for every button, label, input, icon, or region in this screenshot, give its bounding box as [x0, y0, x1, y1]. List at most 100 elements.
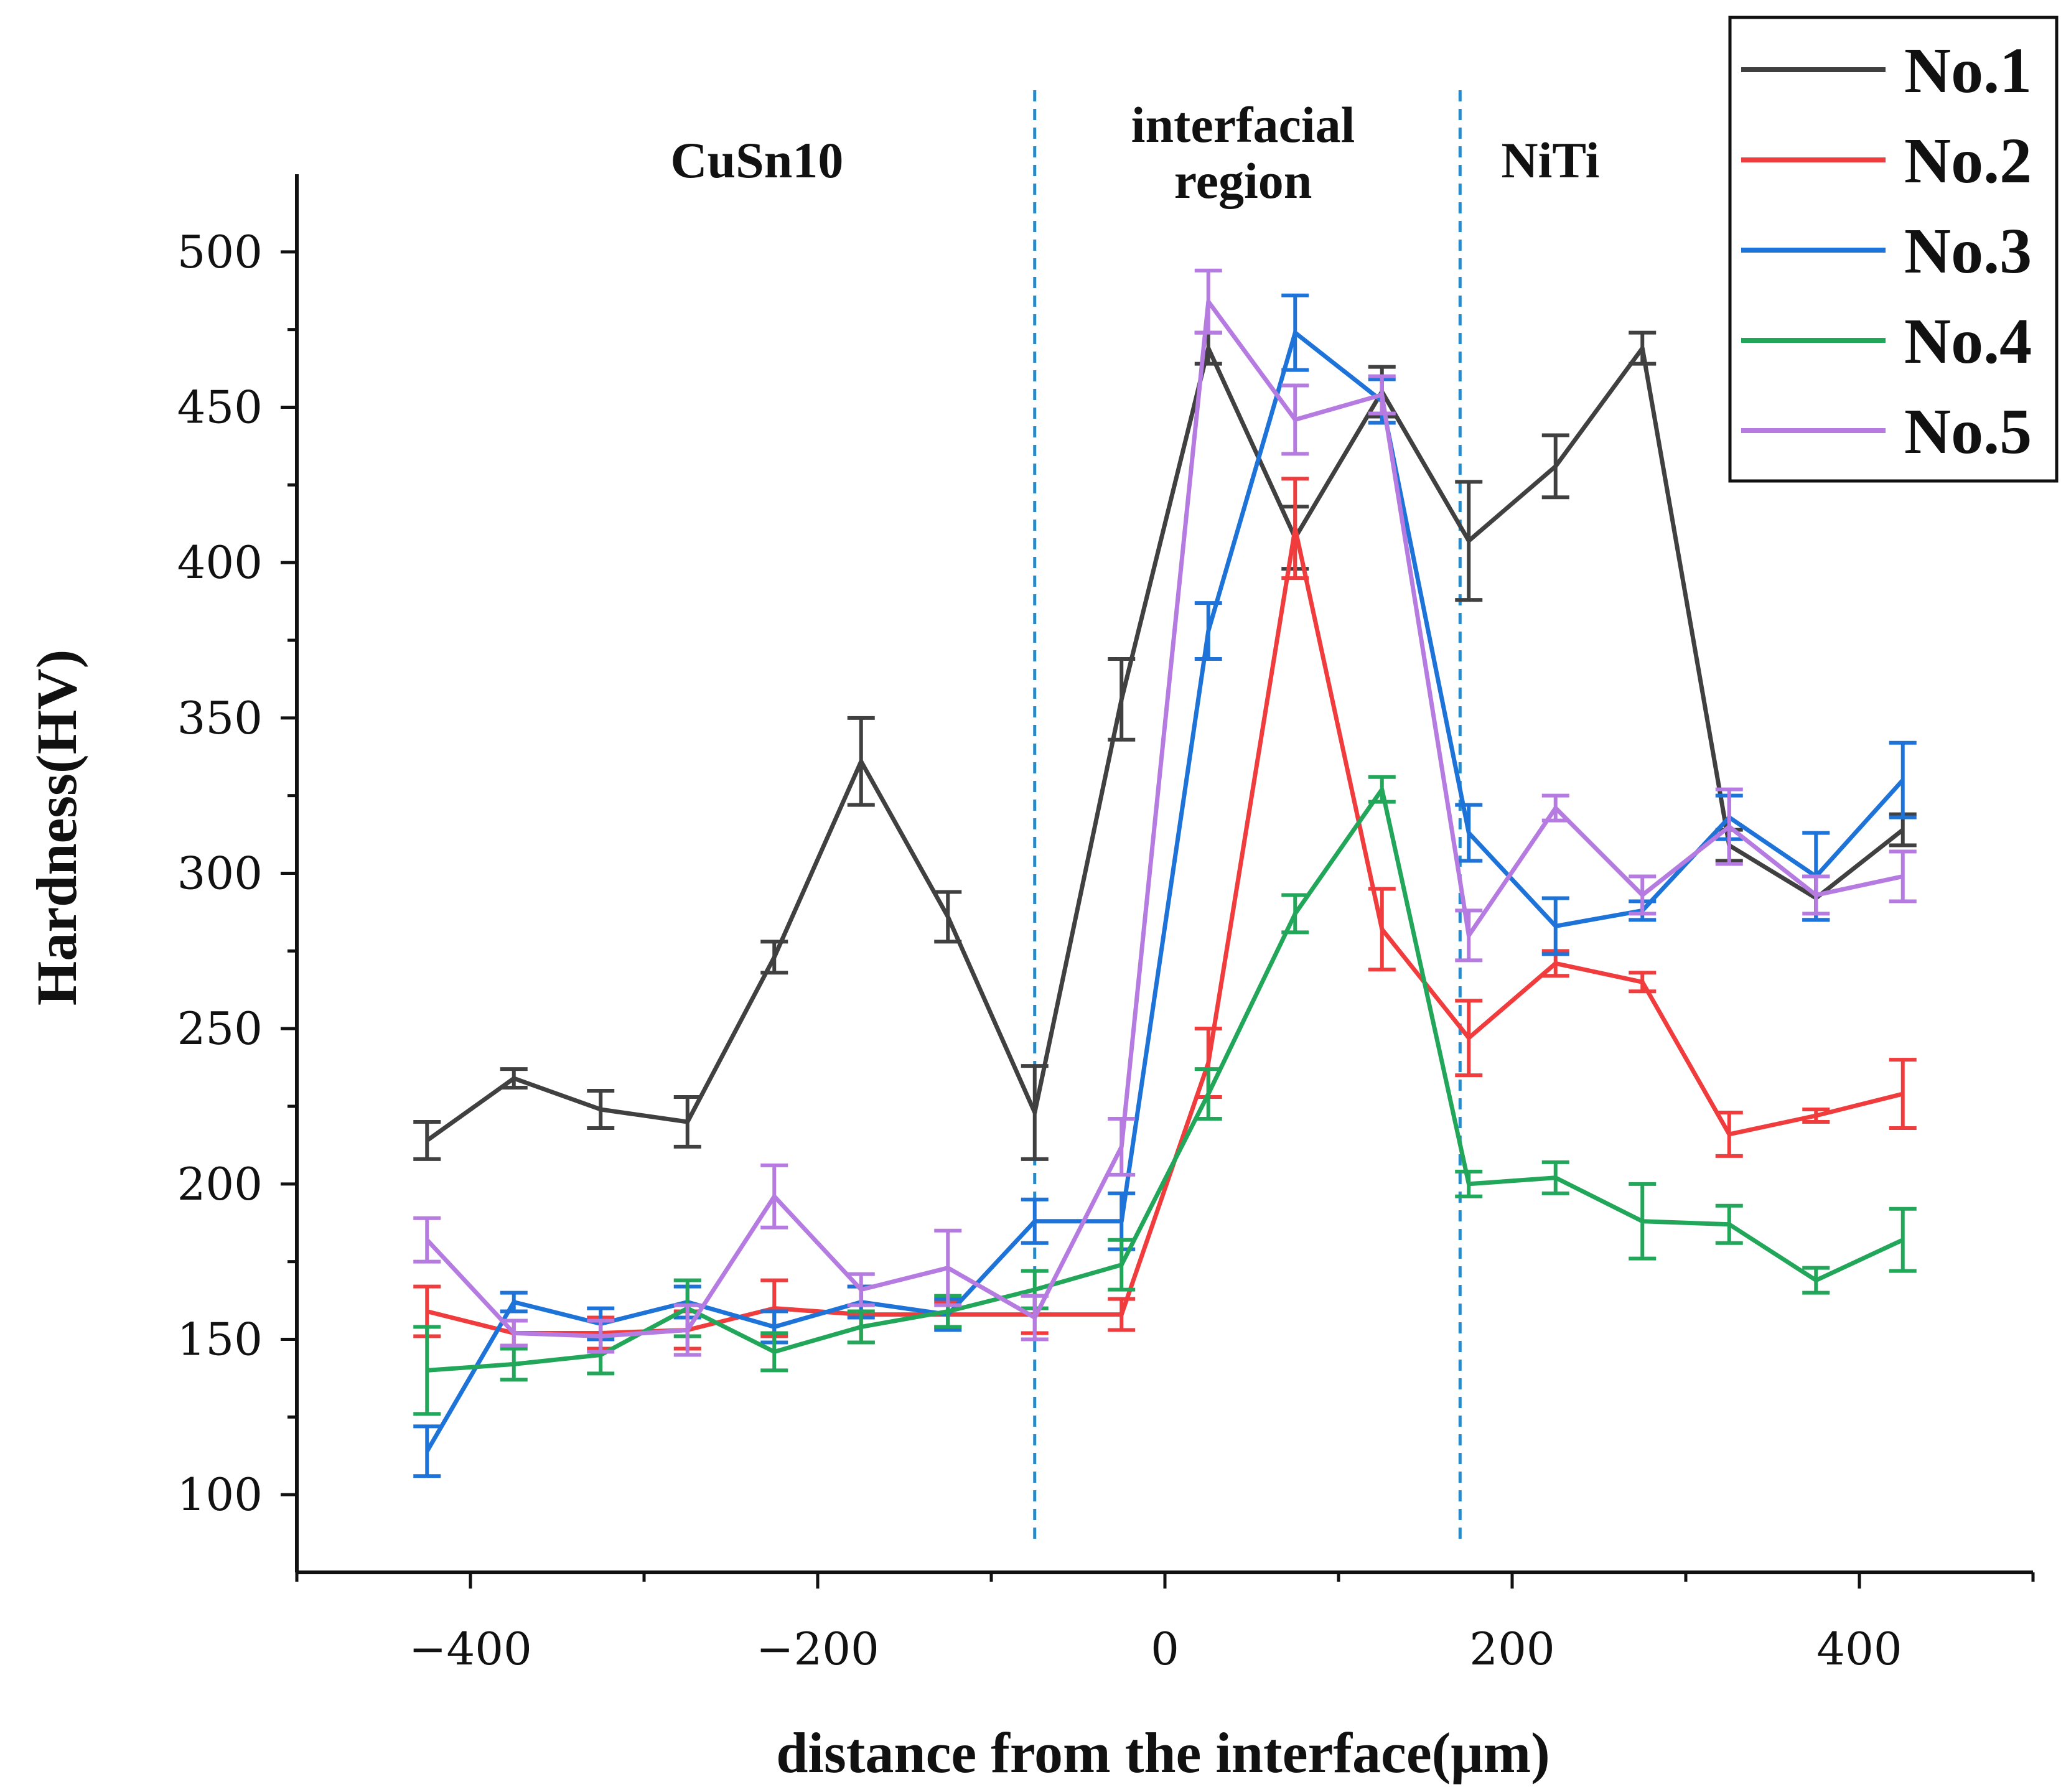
- x-tick-label: 0: [1151, 1623, 1179, 1675]
- y-axis-title: Hardness(HV): [25, 650, 88, 1006]
- axes: −400 −200 0 200 400 100 150 200 250 300 350 400 450 5…: [177, 174, 2035, 1675]
- region-label: CuSn10: [670, 132, 843, 189]
- error-bar: [1541, 793, 1569, 823]
- error-bar: [934, 890, 962, 944]
- error-bar: [1108, 1297, 1136, 1332]
- legend-label: No.3: [1904, 215, 2032, 287]
- series-no5: [413, 268, 1917, 1357]
- y-tick-label: 250: [177, 1002, 263, 1055]
- x-tick-label: 400: [1816, 1623, 1902, 1675]
- series-line: [426, 346, 1904, 1142]
- error-bar: [1021, 1064, 1049, 1161]
- error-bar: [1541, 1160, 1569, 1195]
- y-tick-label: 100: [177, 1468, 263, 1521]
- error-bar: [1194, 268, 1222, 335]
- legend-label: No.1: [1904, 35, 2032, 106]
- error-bar: [1194, 330, 1222, 366]
- error-bar: [1889, 740, 1917, 819]
- error-bar: [1281, 293, 1309, 372]
- error-bar: [760, 1331, 788, 1373]
- y-tick-label: 300: [177, 847, 263, 900]
- error-bar: [413, 1424, 441, 1478]
- error-bar: [1368, 887, 1396, 972]
- x-tick-label: −400: [409, 1623, 532, 1675]
- error-bar: [847, 1272, 875, 1307]
- error-bar: [1021, 1197, 1049, 1245]
- error-bar: [1802, 1107, 1830, 1124]
- data-series: [413, 268, 1917, 1478]
- error-bar: [1455, 908, 1483, 963]
- error-bar: [1368, 374, 1396, 416]
- error-bar: [760, 1163, 788, 1230]
- error-bar: [1889, 849, 1917, 903]
- error-bar: [1021, 1294, 1049, 1342]
- error-bar: [1281, 893, 1309, 935]
- error-bar: [1715, 1203, 1743, 1245]
- error-bar: [1889, 1058, 1917, 1130]
- error-bar: [413, 1325, 441, 1416]
- error-bar: [587, 1318, 615, 1354]
- error-bar: [587, 1089, 615, 1130]
- error-bar: [1455, 480, 1483, 602]
- error-bar: [847, 1309, 875, 1345]
- error-bar: [1108, 1238, 1136, 1292]
- error-bar: [1715, 787, 1743, 866]
- x-tick-label: −200: [756, 1623, 879, 1675]
- error-bar: [413, 1216, 441, 1264]
- error-bar: [1629, 1182, 1657, 1261]
- series-line: [425, 299, 1904, 1338]
- series-line: [425, 330, 1905, 1453]
- error-bar: [1541, 896, 1569, 956]
- region-labels: CuSn10 interfacial region NiTi: [670, 96, 1599, 209]
- legend-label: No.4: [1904, 306, 2032, 377]
- error-bar: [934, 1228, 962, 1307]
- error-bar: [1455, 999, 1483, 1078]
- error-bar: [1368, 775, 1396, 804]
- error-bar: [1108, 656, 1136, 742]
- error-bar: [413, 1119, 441, 1161]
- error-bar: [1889, 1206, 1917, 1273]
- y-tick-label: 350: [177, 692, 263, 744]
- error-bar: [1281, 477, 1309, 581]
- series-no4: [413, 775, 1917, 1416]
- error-bar: [1541, 433, 1569, 500]
- y-tick-label: 200: [177, 1158, 263, 1210]
- error-bar: [760, 940, 788, 975]
- error-bar: [1629, 330, 1657, 366]
- y-tick-label: 500: [177, 226, 263, 278]
- region-label: NiTi: [1501, 132, 1599, 189]
- series-line: [427, 787, 1904, 1373]
- error-bar: [847, 716, 875, 807]
- error-bar: [1108, 1116, 1136, 1177]
- error-bar: [1629, 874, 1657, 916]
- error-bar: [673, 1303, 701, 1357]
- y-tick-label: 450: [177, 381, 263, 434]
- error-bar: [1629, 971, 1657, 994]
- error-bar: [1194, 601, 1222, 661]
- y-tick-label: 150: [177, 1314, 263, 1366]
- error-bar: [1281, 383, 1309, 456]
- error-bar: [1194, 1067, 1222, 1121]
- legend-label: No.5: [1904, 396, 2032, 467]
- error-bar: [500, 1067, 528, 1090]
- x-axis-title: distance from the interface(μm): [776, 1721, 1550, 1785]
- legend: No.1 No.2 No.3 No.4 No.5: [1728, 16, 2059, 483]
- y-tick-label: 400: [177, 536, 263, 589]
- error-bar: [500, 1290, 528, 1314]
- error-bar: [1802, 1266, 1830, 1295]
- region-label-line: region: [1174, 152, 1312, 209]
- error-bar: [1455, 803, 1483, 863]
- error-bar: [673, 1095, 701, 1149]
- region-label-line: interfacial: [1131, 96, 1355, 153]
- series-no1: [413, 330, 1917, 1161]
- series-no3: [413, 293, 1917, 1478]
- error-bar: [500, 1346, 528, 1382]
- error-bar: [1455, 1169, 1483, 1198]
- region-label-line: NiTi: [1501, 132, 1599, 189]
- x-tick-label: 200: [1469, 1623, 1554, 1675]
- error-bar: [1802, 874, 1830, 916]
- error-bar: [500, 1318, 528, 1348]
- region-label: interfacial region: [1131, 96, 1355, 209]
- legend-label: No.2: [1904, 125, 2032, 197]
